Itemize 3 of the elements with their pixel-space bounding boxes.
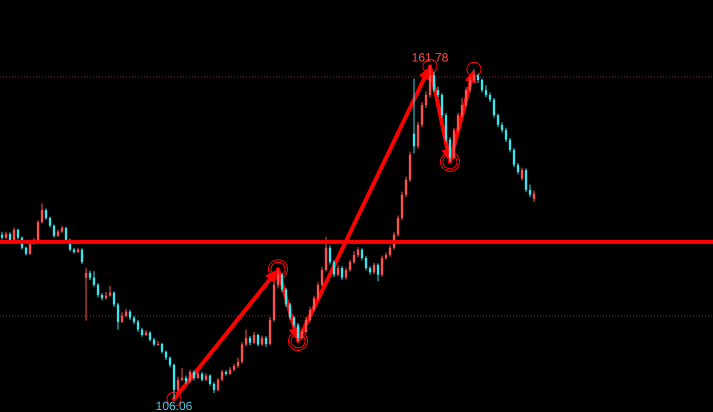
annotation: 106.06 [156, 399, 193, 412]
candlestick [180, 367, 184, 382]
annotation: 161.78 [412, 50, 449, 64]
